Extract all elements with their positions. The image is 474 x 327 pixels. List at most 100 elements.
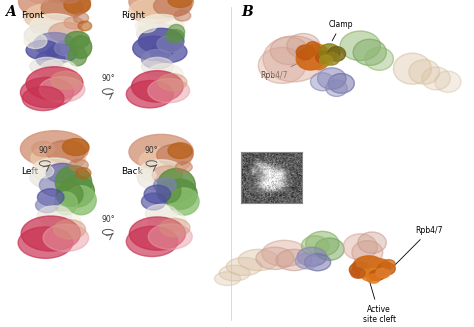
Ellipse shape [301,236,329,256]
Ellipse shape [26,41,60,60]
Ellipse shape [136,19,156,33]
Ellipse shape [174,10,191,21]
Ellipse shape [315,238,344,260]
Ellipse shape [55,41,77,56]
Ellipse shape [304,254,331,271]
Ellipse shape [147,64,183,85]
Ellipse shape [24,3,77,30]
Ellipse shape [30,57,64,76]
Ellipse shape [49,22,83,42]
Ellipse shape [367,274,380,283]
Ellipse shape [18,0,91,21]
Ellipse shape [169,188,199,215]
Text: A: A [5,5,16,19]
Ellipse shape [165,29,184,43]
Ellipse shape [369,259,390,272]
Ellipse shape [43,224,89,251]
Ellipse shape [163,179,197,209]
Ellipse shape [326,80,347,96]
Ellipse shape [32,141,55,156]
Ellipse shape [276,249,311,271]
Ellipse shape [148,211,186,232]
Ellipse shape [219,265,250,281]
Ellipse shape [55,192,77,215]
Ellipse shape [310,73,334,91]
Ellipse shape [42,212,82,235]
Ellipse shape [37,206,72,225]
Ellipse shape [227,258,262,275]
Ellipse shape [318,68,346,89]
Ellipse shape [132,71,183,102]
Ellipse shape [168,25,185,40]
Ellipse shape [319,55,333,66]
Ellipse shape [24,33,47,49]
Text: Rpb4/7: Rpb4/7 [260,61,303,80]
Text: Back: Back [121,167,143,176]
Ellipse shape [46,164,78,183]
Ellipse shape [54,220,86,239]
Ellipse shape [154,0,191,17]
Ellipse shape [377,263,395,275]
Text: Rpb4/7: Rpb4/7 [394,226,443,266]
Ellipse shape [36,51,65,68]
Ellipse shape [328,46,346,61]
Ellipse shape [141,57,173,76]
Ellipse shape [422,67,450,90]
Text: Front: Front [21,11,44,21]
Ellipse shape [287,34,320,58]
Ellipse shape [31,144,86,172]
Ellipse shape [376,268,390,278]
Ellipse shape [76,168,91,179]
Ellipse shape [33,164,54,178]
Ellipse shape [352,241,383,264]
Ellipse shape [296,45,315,60]
Ellipse shape [306,232,339,256]
Ellipse shape [214,272,240,285]
Ellipse shape [310,56,328,70]
Ellipse shape [137,168,177,190]
Ellipse shape [296,48,325,70]
Ellipse shape [37,189,64,206]
Text: 90°: 90° [38,146,52,155]
Ellipse shape [297,247,327,266]
Ellipse shape [351,268,365,278]
Ellipse shape [34,33,75,56]
Ellipse shape [129,134,193,169]
Ellipse shape [258,47,306,83]
Ellipse shape [69,159,88,171]
Ellipse shape [393,53,431,84]
Ellipse shape [39,174,77,197]
Text: B: B [242,5,254,19]
Ellipse shape [36,198,58,213]
Ellipse shape [238,249,279,271]
Ellipse shape [151,41,187,62]
Ellipse shape [64,0,91,14]
Ellipse shape [409,60,439,84]
Ellipse shape [256,247,294,269]
Ellipse shape [129,217,185,250]
Ellipse shape [353,256,385,277]
Ellipse shape [55,165,91,199]
Ellipse shape [78,21,91,31]
Ellipse shape [28,0,51,3]
Ellipse shape [20,131,89,167]
Ellipse shape [129,0,193,18]
Ellipse shape [71,36,91,59]
Ellipse shape [305,44,328,62]
Ellipse shape [63,139,89,156]
Ellipse shape [60,176,94,207]
Ellipse shape [158,74,187,91]
Ellipse shape [138,28,184,54]
Ellipse shape [358,232,386,253]
Ellipse shape [353,39,386,65]
Ellipse shape [22,86,64,111]
Ellipse shape [24,24,70,46]
Text: 90°: 90° [101,74,115,83]
Ellipse shape [41,0,83,20]
Ellipse shape [435,71,461,92]
Ellipse shape [39,77,85,102]
Ellipse shape [156,144,193,165]
Ellipse shape [365,47,393,70]
Ellipse shape [26,67,83,100]
Text: 90°: 90° [145,146,158,155]
